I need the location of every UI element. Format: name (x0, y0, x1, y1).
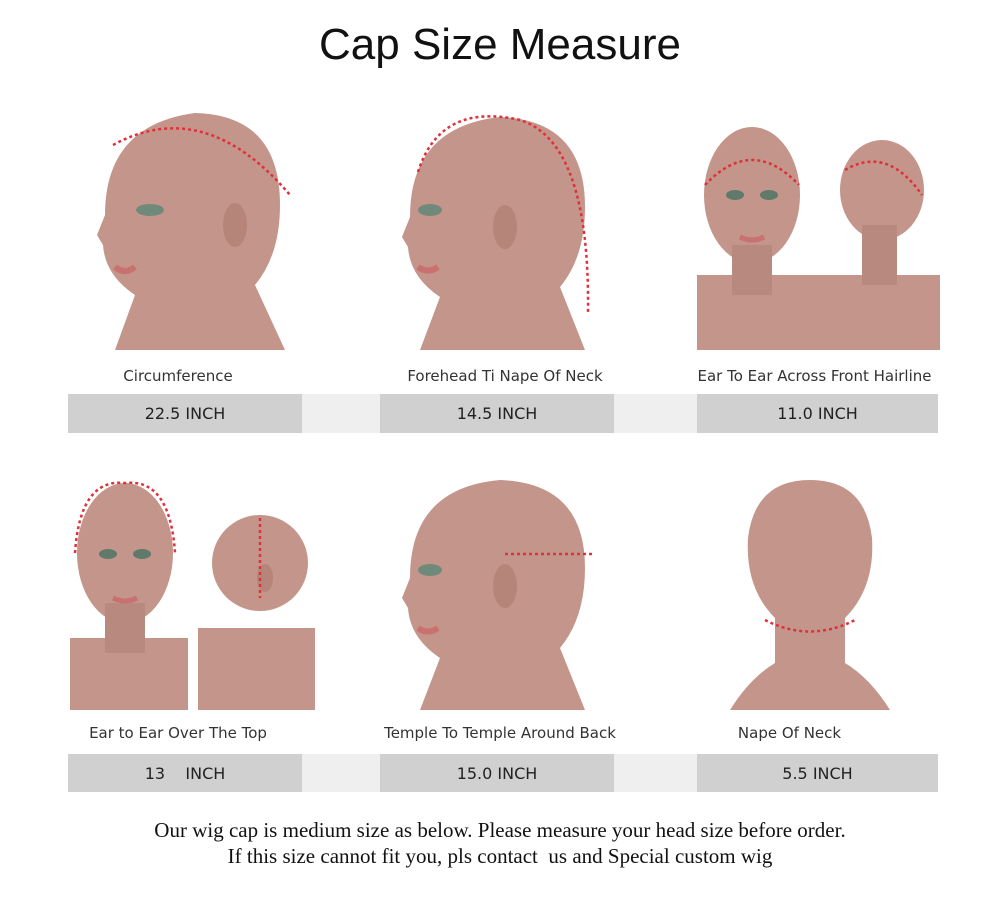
measurement-label: Ear To Ear Across Front Hairline (697, 367, 932, 385)
bar-gap (614, 394, 697, 433)
measurement-value: 15.0 INCH (380, 754, 614, 792)
head-back-nape (730, 478, 890, 710)
measurement-value: 22.5 INCH (68, 394, 302, 433)
measurement-label: Nape Of Neck (737, 724, 842, 742)
measurement-label: Circumference (123, 367, 233, 385)
note-line-2: If this size cannot fit you, pls contact… (227, 844, 773, 868)
measurement-value: 11.0 INCH (697, 394, 938, 433)
heads-over-the-top (70, 478, 315, 710)
measurement-value: 13 INCH (68, 754, 302, 792)
note-line-1: Our wig cap is medium size as below. Ple… (154, 818, 846, 842)
bar-gap (614, 754, 697, 792)
page-title: Cap Size Measure (319, 20, 681, 69)
head-side-circumference (95, 105, 305, 350)
measurement-label: Ear to Ear Over The Top (89, 724, 267, 742)
measurement-label: Forehead Ti Nape Of Neck (407, 367, 603, 385)
head-side-forehead-nape (400, 112, 600, 350)
heads-front-hairline (697, 125, 940, 350)
bar-gap (302, 394, 380, 433)
measurement-label: Temple To Temple Around Back (384, 724, 616, 742)
measurement-value: 5.5 INCH (697, 754, 938, 792)
measurement-value: 14.5 INCH (380, 394, 614, 433)
head-side-temple (400, 478, 600, 710)
bar-gap (302, 754, 380, 792)
